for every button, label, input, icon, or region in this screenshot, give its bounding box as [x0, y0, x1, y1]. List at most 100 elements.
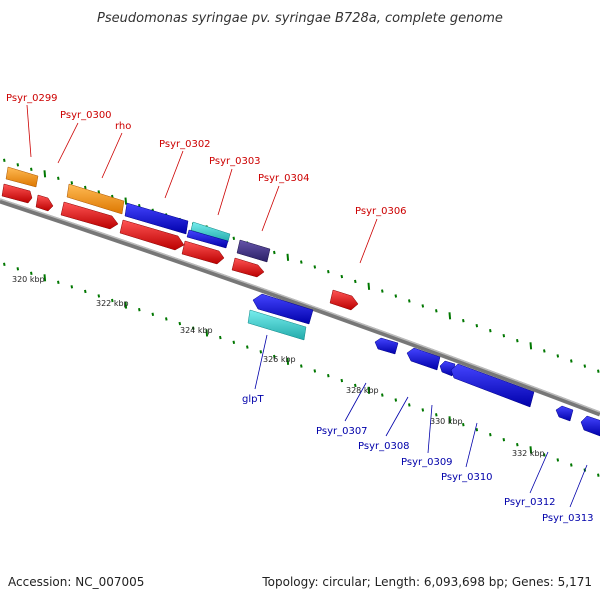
tick-row-outer-tick: [84, 185, 87, 190]
tick-row-inner-tick: [138, 308, 141, 312]
label-psyr-0312[interactable]: Psyr_0312: [504, 497, 556, 508]
tick-row-inner-tick: [300, 364, 303, 368]
tick-row-inner-tick: [502, 438, 506, 442]
tick-row-inner-tick: [489, 433, 492, 437]
gene-psyr-0309-blue[interactable]: [439, 360, 456, 377]
label-psyr-0303[interactable]: Psyr_0303: [209, 156, 261, 167]
gene-psyr-0302-red[interactable]: [119, 219, 185, 251]
tick-row-inner-tick: [381, 393, 384, 397]
callout-lines: [26, 104, 588, 508]
label-psyr-0313[interactable]: Psyr_0313: [542, 513, 594, 524]
label-glpt[interactable]: glpT: [242, 394, 264, 405]
label-psyr-0304[interactable]: Psyr_0304: [258, 173, 310, 184]
tick-row-inner-tick: [3, 262, 6, 266]
gene-psyr-0313-blue[interactable]: [580, 415, 600, 437]
scale-label-332: 332 kbp: [512, 449, 545, 458]
label-psyr-0306[interactable]: Psyr_0306: [355, 206, 407, 217]
tick-row-outer-tick: [556, 354, 560, 358]
tick-row-outer-tick: [529, 342, 533, 350]
callout-psyr-0306: [359, 218, 378, 264]
callout-psyr-0299: [26, 104, 32, 158]
gene-glpt-cyan[interactable]: [247, 309, 307, 341]
callout-rho: [101, 132, 123, 179]
callout-psyr-0312: [529, 451, 549, 494]
gene-psyr-0304-red[interactable]: [231, 257, 265, 278]
callout-psyr-0302: [164, 150, 184, 199]
tick-row-outer-tick: [273, 250, 276, 255]
label-psyr-0300[interactable]: Psyr_0300: [60, 110, 112, 121]
label-psyr-0309[interactable]: Psyr_0309: [401, 457, 453, 468]
tick-row-inner-tick: [84, 289, 87, 294]
tick-row-outer-tick: [30, 167, 33, 171]
gene-psyr-0300-red[interactable]: [35, 194, 54, 212]
gene-psyr-0303-red[interactable]: [181, 240, 225, 265]
scale-label-320: 320 kbp: [12, 275, 45, 284]
gene-psyr-0299-orange[interactable]: [5, 166, 39, 188]
tick-row-inner-tick: [421, 408, 425, 412]
tick-row-outer-tick: [300, 260, 303, 264]
tick-row-inner-tick: [516, 443, 519, 447]
gene-psyr-0302-blue[interactable]: [124, 202, 189, 235]
label-psyr-0299[interactable]: Psyr_0299: [6, 93, 58, 104]
tick-row-outer-tick: [475, 324, 479, 328]
label-psyr-0302[interactable]: Psyr_0302: [159, 139, 211, 150]
callout-psyr-0308: [385, 396, 409, 437]
gene-psyr-0308-blue[interactable]: [406, 347, 441, 371]
tick-row-inner-tick: [259, 350, 263, 354]
label-psyr-0307[interactable]: Psyr_0307: [316, 426, 368, 437]
gene-psyr-0303-blue[interactable]: [186, 229, 229, 249]
tick-row-outer-tick: [435, 309, 438, 313]
gene-psyr-0304-slate[interactable]: [236, 239, 271, 263]
tick-row-inner-tick: [192, 326, 195, 330]
tick-row-inner-tick: [70, 285, 74, 289]
scale-label-326: 326 kbp: [263, 355, 296, 364]
scale-label-328: 328 kbp: [346, 386, 379, 395]
tick-row-outer-tick: [570, 359, 573, 363]
label-rho[interactable]: rho: [115, 121, 131, 132]
gene-rho-orange[interactable]: [66, 183, 125, 215]
tick-row-inner-tick: [246, 345, 249, 349]
gene-rho-red[interactable]: [60, 201, 119, 230]
gene-psyr-0312-blue[interactable]: [555, 405, 574, 422]
callout-psyr-0310: [465, 422, 478, 468]
gene-psyr-0303-cyan[interactable]: [190, 221, 231, 243]
gene-glpt-blue[interactable]: [252, 293, 314, 325]
tick-row-inner-tick: [543, 453, 546, 457]
tick-row-outer-tick: [462, 319, 465, 323]
tick-row-inner-tick: [219, 335, 222, 340]
tick-row-outer-tick: [327, 270, 330, 274]
tick-row-inner-tick: [435, 413, 438, 417]
tick-row-outer-tick: [97, 190, 101, 194]
tick-row-inner-tick: [286, 357, 290, 365]
tick-row-inner-tick: [597, 473, 600, 477]
tick-row-inner-tick: [57, 280, 60, 284]
tick-row-inner-tick: [340, 378, 344, 383]
tick-row-outer-tick: [421, 304, 425, 308]
gene-psyr-0310-blue[interactable]: [450, 363, 535, 408]
tick-row-outer-tick: [16, 163, 20, 167]
gene-psyr-0299-red[interactable]: [1, 183, 33, 204]
tick-row-inner-tick: [448, 416, 452, 424]
gene-psyr-0306-red[interactable]: [329, 289, 359, 311]
scale-label-330: 330 kbp: [430, 417, 463, 426]
callout-psyr-0313: [569, 464, 588, 508]
tick-row-inner-tick: [124, 301, 128, 309]
tick-row-inner-tick: [313, 369, 317, 373]
tick-row-outer-tick: [367, 282, 371, 290]
map-title: Pseudomonas syringae pv. syringae B728a,…: [97, 11, 503, 26]
tick-row-outer-tick: [70, 181, 74, 185]
callout-glpt: [254, 334, 268, 390]
tick-row-inner-tick: [232, 340, 236, 344]
tick-row-inner-tick: [570, 463, 573, 467]
tick-row-outer-tick: [3, 158, 6, 162]
tick-row-outer-tick: [394, 294, 398, 298]
tick-row-outer-tick: [43, 170, 47, 178]
genome-backbone: [0, 198, 600, 417]
tick-row-outer-tick: [381, 289, 384, 293]
scale-label-322: 322 kbp: [96, 299, 129, 308]
tick-row-outer-tick: [232, 236, 236, 240]
label-psyr-0308[interactable]: Psyr_0308: [358, 441, 410, 452]
gene-psyr-0307-blue[interactable]: [374, 337, 399, 355]
tick-row-inner-tick: [165, 317, 168, 321]
label-psyr-0310[interactable]: Psyr_0310: [441, 472, 493, 483]
